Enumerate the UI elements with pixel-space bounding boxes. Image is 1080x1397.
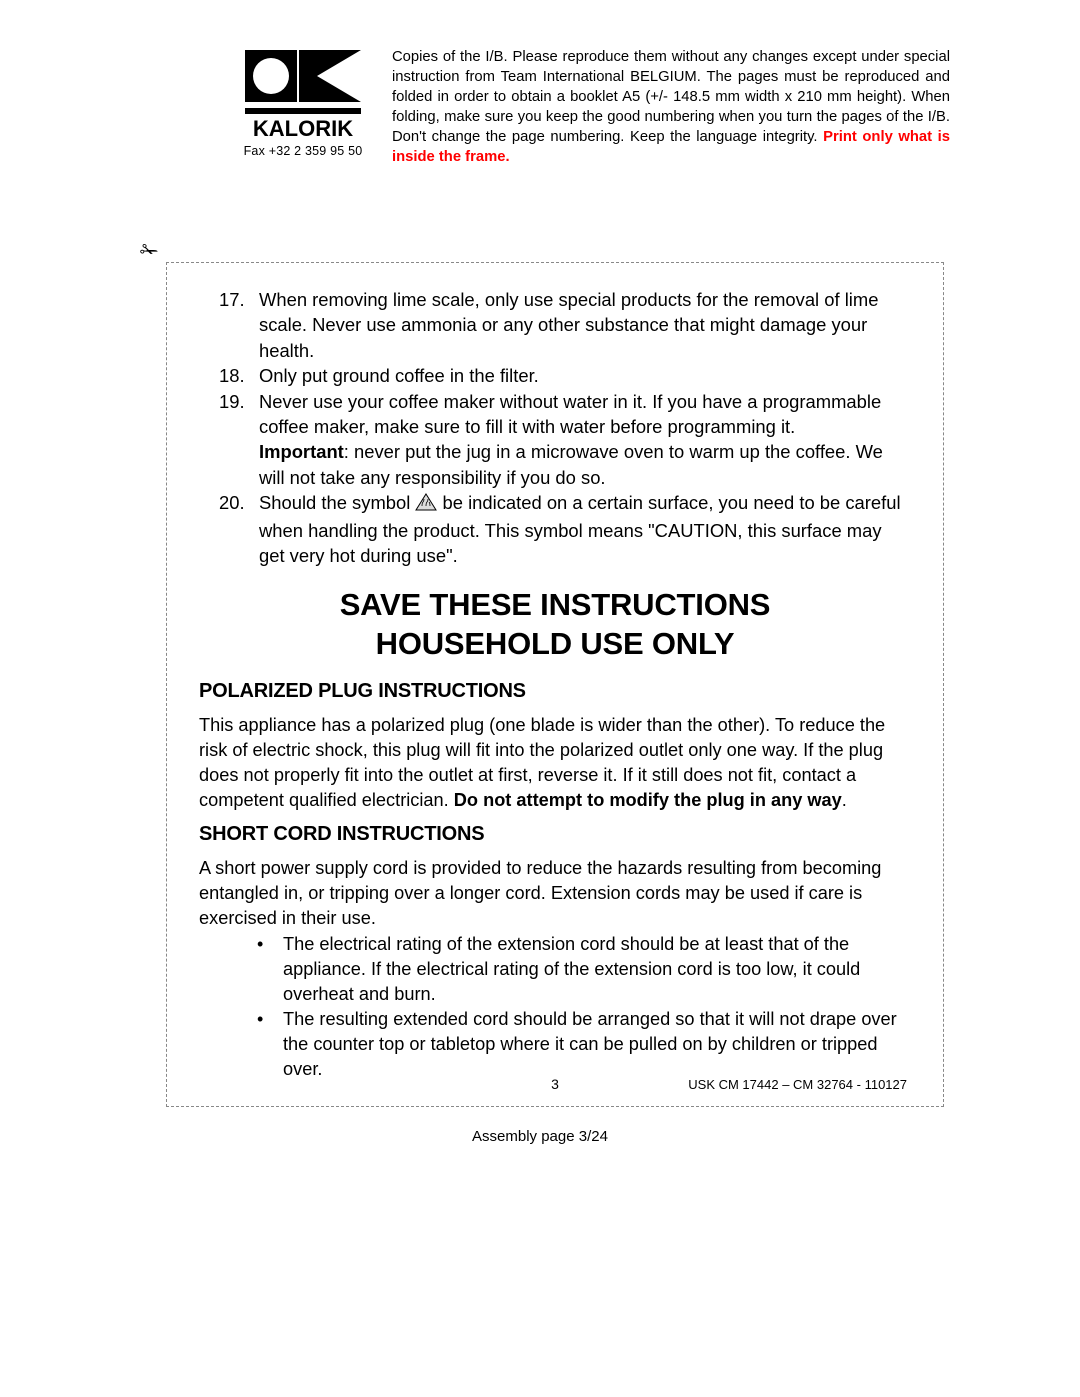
list-item: The resulting extended cord should be ar… — [283, 1007, 911, 1082]
kalorik-logo: KALORIK — [243, 48, 363, 140]
polarized-end: . — [842, 790, 847, 810]
item-number: 19. — [219, 389, 245, 414]
cord-bullets: The electrical rating of the extension c… — [199, 932, 911, 1083]
logo-text: KALORIK — [253, 116, 353, 140]
item-number: 18. — [219, 363, 245, 388]
cord-heading: SHORT CORD INSTRUCTIONS — [199, 823, 911, 846]
heading-line-2: HOUSEHOLD USE ONLY — [199, 625, 911, 664]
item-text: Only put ground coffee in the filter. — [259, 365, 539, 386]
numbered-instructions: 17. When removing lime scale, only use sp… — [199, 287, 911, 568]
item-text: : never put the jug in a microwave oven … — [259, 441, 883, 487]
polarized-bold: Do not attempt to modify the plug in any… — [454, 790, 842, 810]
scissors-icon: ✁ — [140, 238, 158, 264]
list-item: 19.Never use your coffee maker without w… — [259, 389, 911, 440]
item-text-pre: Should the symbol — [259, 492, 415, 513]
list-item: 20.Should the symbol be indicated on a c… — [259, 490, 911, 568]
item-number: 20. — [219, 490, 245, 515]
logo-block: KALORIK Fax +32 2 359 95 50 — [238, 48, 368, 158]
header-block: KALORIK Fax +32 2 359 95 50 Copies of th… — [0, 0, 1080, 178]
item-text: When removing lime scale, only use speci… — [259, 289, 878, 361]
document-id: USK CM 17442 – CM 32764 - 110127 — [688, 1077, 907, 1092]
list-item: 17.When removing lime scale, only use sp… — [259, 287, 911, 363]
assembly-footer: Assembly page 3/24 — [0, 1128, 1080, 1145]
fax-number: Fax +32 2 359 95 50 — [244, 144, 363, 158]
header-copy-text: Copies of the I/B. Please reproduce them… — [392, 48, 950, 168]
list-item: 18.Only put ground coffee in the filter. — [259, 363, 911, 388]
heading-line-1: SAVE THESE INSTRUCTIONS — [199, 586, 911, 625]
important-label: Important — [259, 441, 344, 462]
list-item: The electrical rating of the extension c… — [283, 932, 911, 1007]
content-frame: 17. When removing lime scale, only use sp… — [166, 262, 944, 1107]
list-item: Important: never put the jug in a microw… — [259, 439, 911, 490]
cord-intro: A short power supply cord is provided to… — [199, 856, 911, 931]
save-instructions-heading: SAVE THESE INSTRUCTIONS HOUSEHOLD USE ON… — [199, 586, 911, 664]
item-text: Never use your coffee maker without wate… — [259, 391, 881, 437]
hot-surface-warning-icon — [415, 492, 437, 517]
polarized-heading: POLARIZED PLUG INSTRUCTIONS — [199, 680, 911, 703]
item-number: 17. — [219, 287, 245, 312]
polarized-text: This appliance has a polarized plug (one… — [199, 713, 911, 813]
